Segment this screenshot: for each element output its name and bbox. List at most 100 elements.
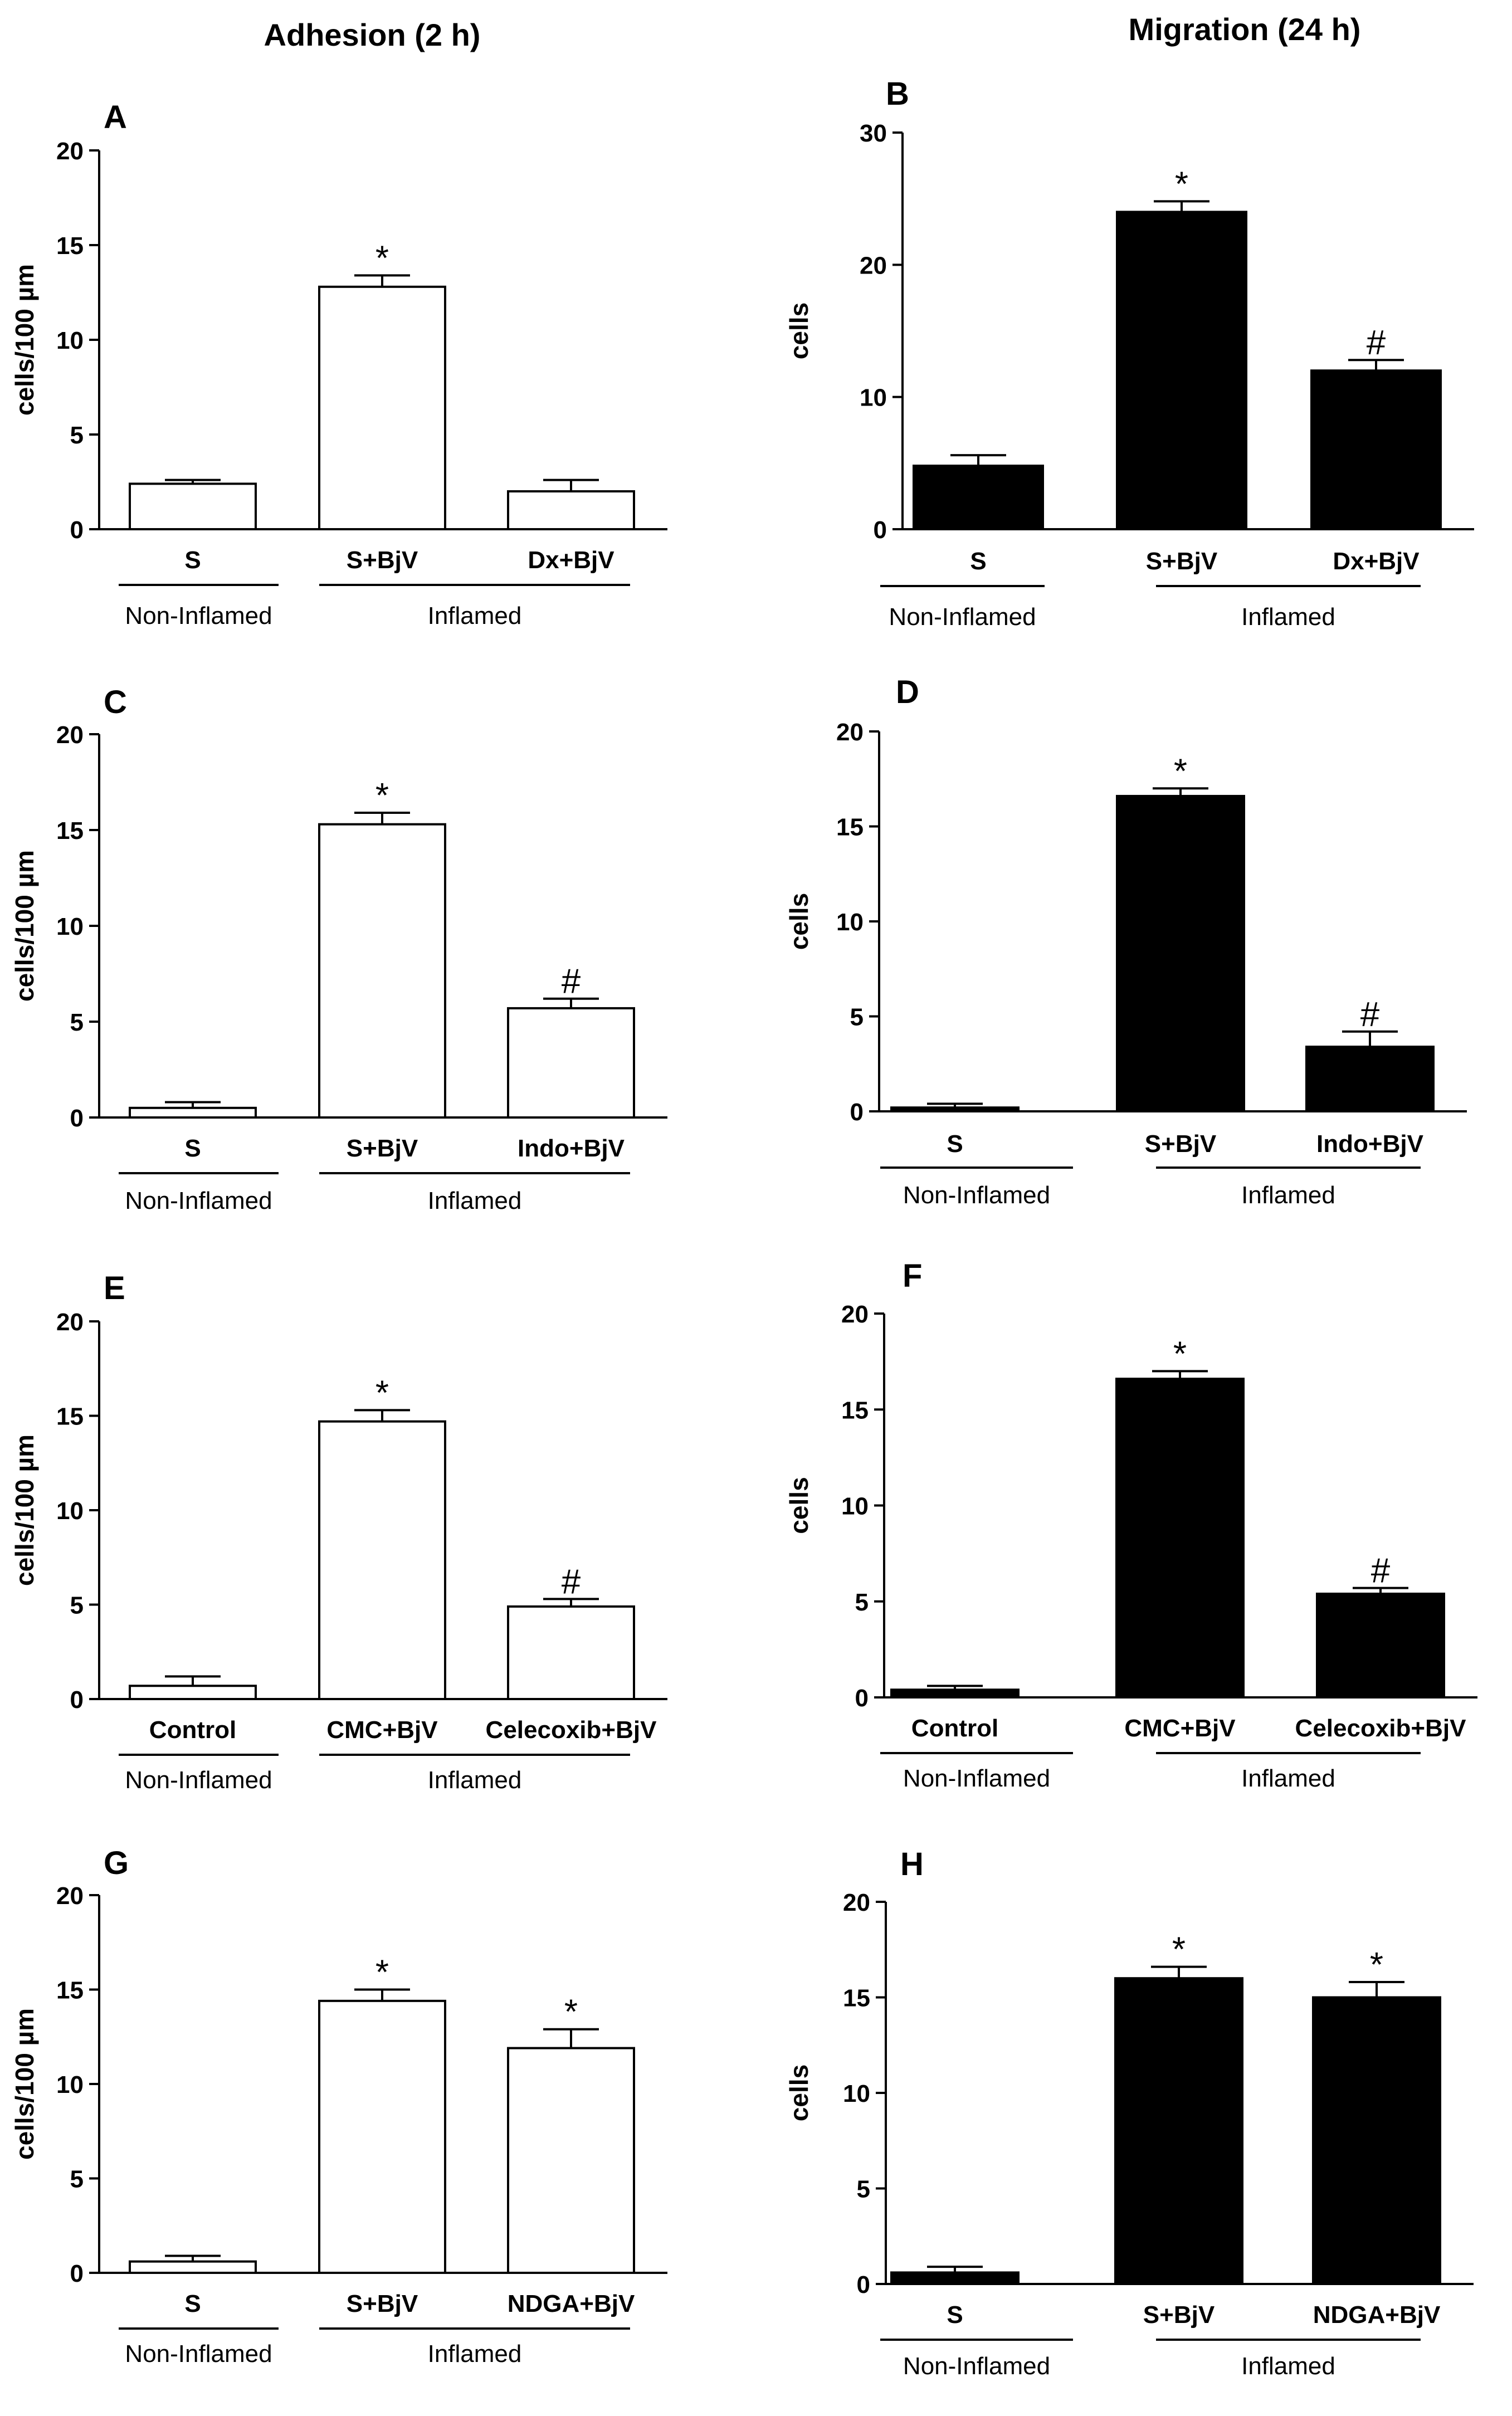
y-tick-label: 15 bbox=[843, 1985, 870, 2012]
y-tick-label: 20 bbox=[56, 1882, 84, 1910]
category-label: S+BjV bbox=[1145, 1130, 1217, 1158]
category-label: S bbox=[947, 2301, 963, 2329]
bar-2 bbox=[318, 1420, 446, 1700]
significance-marker: * bbox=[375, 1374, 389, 1412]
y-tick-label: 0 bbox=[70, 2260, 84, 2287]
y-tick-label: 0 bbox=[857, 2271, 870, 2298]
y-axis-label: cells bbox=[784, 2064, 813, 2121]
bar-3 bbox=[1312, 1996, 1441, 2285]
bar-2 bbox=[318, 285, 446, 530]
bar-2 bbox=[318, 823, 446, 1119]
y-tick-label: 15 bbox=[56, 1403, 84, 1431]
category-label: NDGA+BjV bbox=[1313, 2301, 1441, 2329]
group-label-non-inflamed: Non-Inflamed bbox=[125, 1766, 272, 1794]
significance-marker: # bbox=[1360, 995, 1380, 1034]
y-axis-label: cells/100 µm bbox=[10, 264, 39, 416]
y-tick-label: 0 bbox=[850, 1099, 864, 1126]
y-tick-label: 5 bbox=[70, 2166, 84, 2193]
significance-marker: * bbox=[375, 777, 389, 815]
group-label-non-inflamed: Non-Inflamed bbox=[903, 1765, 1050, 1792]
y-tick-label: 10 bbox=[56, 2071, 84, 2098]
category-label: S+BjV bbox=[347, 2290, 418, 2317]
category-label: Celecoxib+BjV bbox=[1295, 1715, 1467, 1742]
category-label: S+BjV bbox=[1146, 548, 1218, 575]
significance-marker: * bbox=[375, 1954, 389, 1992]
group-label-non-inflamed: Non-Inflamed bbox=[125, 1187, 272, 1214]
bar-3 bbox=[1316, 1592, 1445, 1698]
category-label: Dx+BjV bbox=[1333, 548, 1420, 575]
y-axis-label: cells bbox=[784, 893, 813, 950]
panel-letter: F bbox=[903, 1258, 922, 1294]
y-tick-label: 20 bbox=[841, 1301, 869, 1328]
category-label: Indo+BjV bbox=[1316, 1130, 1424, 1158]
bar-3 bbox=[507, 490, 635, 530]
column-title-migration: Migration (24 h) bbox=[1129, 12, 1361, 47]
bar-3 bbox=[1310, 369, 1442, 530]
bar-2 bbox=[1116, 211, 1247, 530]
bar-1 bbox=[890, 1688, 1020, 1698]
column-title-adhesion: Adhesion (2 h) bbox=[264, 17, 481, 52]
bar-1 bbox=[129, 1106, 257, 1119]
panel-letter: G bbox=[104, 1845, 129, 1881]
y-tick-label: 10 bbox=[56, 1497, 84, 1525]
panel-letter: C bbox=[104, 684, 127, 720]
significance-marker: # bbox=[562, 963, 581, 1001]
category-label: CMC+BjV bbox=[1124, 1715, 1236, 1742]
bar-2 bbox=[318, 1999, 446, 2275]
category-label: S bbox=[947, 1130, 963, 1158]
y-tick-label: 15 bbox=[836, 814, 864, 841]
category-label: S+BjV bbox=[347, 1135, 418, 1162]
category-label: NDGA+BjV bbox=[508, 2290, 635, 2317]
group-label-inflamed: Inflamed bbox=[428, 1187, 522, 1214]
significance-marker: * bbox=[1370, 1946, 1383, 1984]
y-tick-label: 20 bbox=[860, 252, 887, 279]
group-label-inflamed: Inflamed bbox=[1241, 603, 1335, 631]
bar-3 bbox=[507, 2047, 635, 2275]
y-axis-label: cells/100 µm bbox=[10, 2008, 39, 2160]
group-label-inflamed: Inflamed bbox=[428, 2340, 522, 2368]
y-tick-label: 15 bbox=[56, 232, 84, 260]
panel-letter: D bbox=[896, 674, 919, 710]
significance-marker: * bbox=[1172, 1931, 1186, 1969]
category-label: Indo+BjV bbox=[518, 1135, 625, 1162]
y-tick-label: 20 bbox=[843, 1889, 870, 1916]
y-tick-label: 10 bbox=[56, 327, 84, 354]
category-label: S+BjV bbox=[1143, 2301, 1215, 2329]
bar-2 bbox=[1114, 1977, 1243, 2285]
category-label: S bbox=[970, 548, 986, 575]
y-tick-label: 15 bbox=[841, 1397, 869, 1424]
panel-letter: H bbox=[900, 1846, 924, 1882]
y-tick-label: 10 bbox=[841, 1493, 869, 1520]
y-axis-label: cells/100 µm bbox=[10, 850, 39, 1002]
y-tick-label: 5 bbox=[70, 1592, 84, 1619]
significance-marker: # bbox=[562, 1563, 581, 1601]
bar-2 bbox=[1115, 1378, 1245, 1698]
y-tick-label: 5 bbox=[70, 1009, 84, 1036]
significance-marker: # bbox=[1367, 324, 1386, 362]
bar-2 bbox=[1116, 794, 1245, 1112]
group-label-inflamed: Inflamed bbox=[428, 602, 522, 629]
y-axis-label: cells bbox=[784, 302, 813, 359]
y-tick-label: 20 bbox=[836, 719, 864, 746]
y-tick-label: 5 bbox=[850, 1004, 864, 1031]
y-tick-label: 0 bbox=[70, 1686, 84, 1714]
category-label: Dx+BjV bbox=[528, 546, 614, 574]
category-label: S bbox=[184, 2290, 201, 2317]
y-tick-label: 5 bbox=[857, 2176, 870, 2203]
y-tick-label: 15 bbox=[56, 1977, 84, 2004]
y-tick-label: 10 bbox=[843, 2080, 870, 2107]
y-tick-label: 15 bbox=[56, 817, 84, 845]
group-label-non-inflamed: Non-Inflamed bbox=[889, 603, 1036, 631]
y-tick-label: 0 bbox=[70, 516, 84, 544]
panel-letter: A bbox=[104, 99, 127, 135]
panel-letter: B bbox=[886, 76, 909, 112]
bar-3 bbox=[507, 1605, 635, 1700]
bar-1 bbox=[129, 1685, 257, 1701]
y-tick-label: 20 bbox=[56, 1309, 84, 1336]
